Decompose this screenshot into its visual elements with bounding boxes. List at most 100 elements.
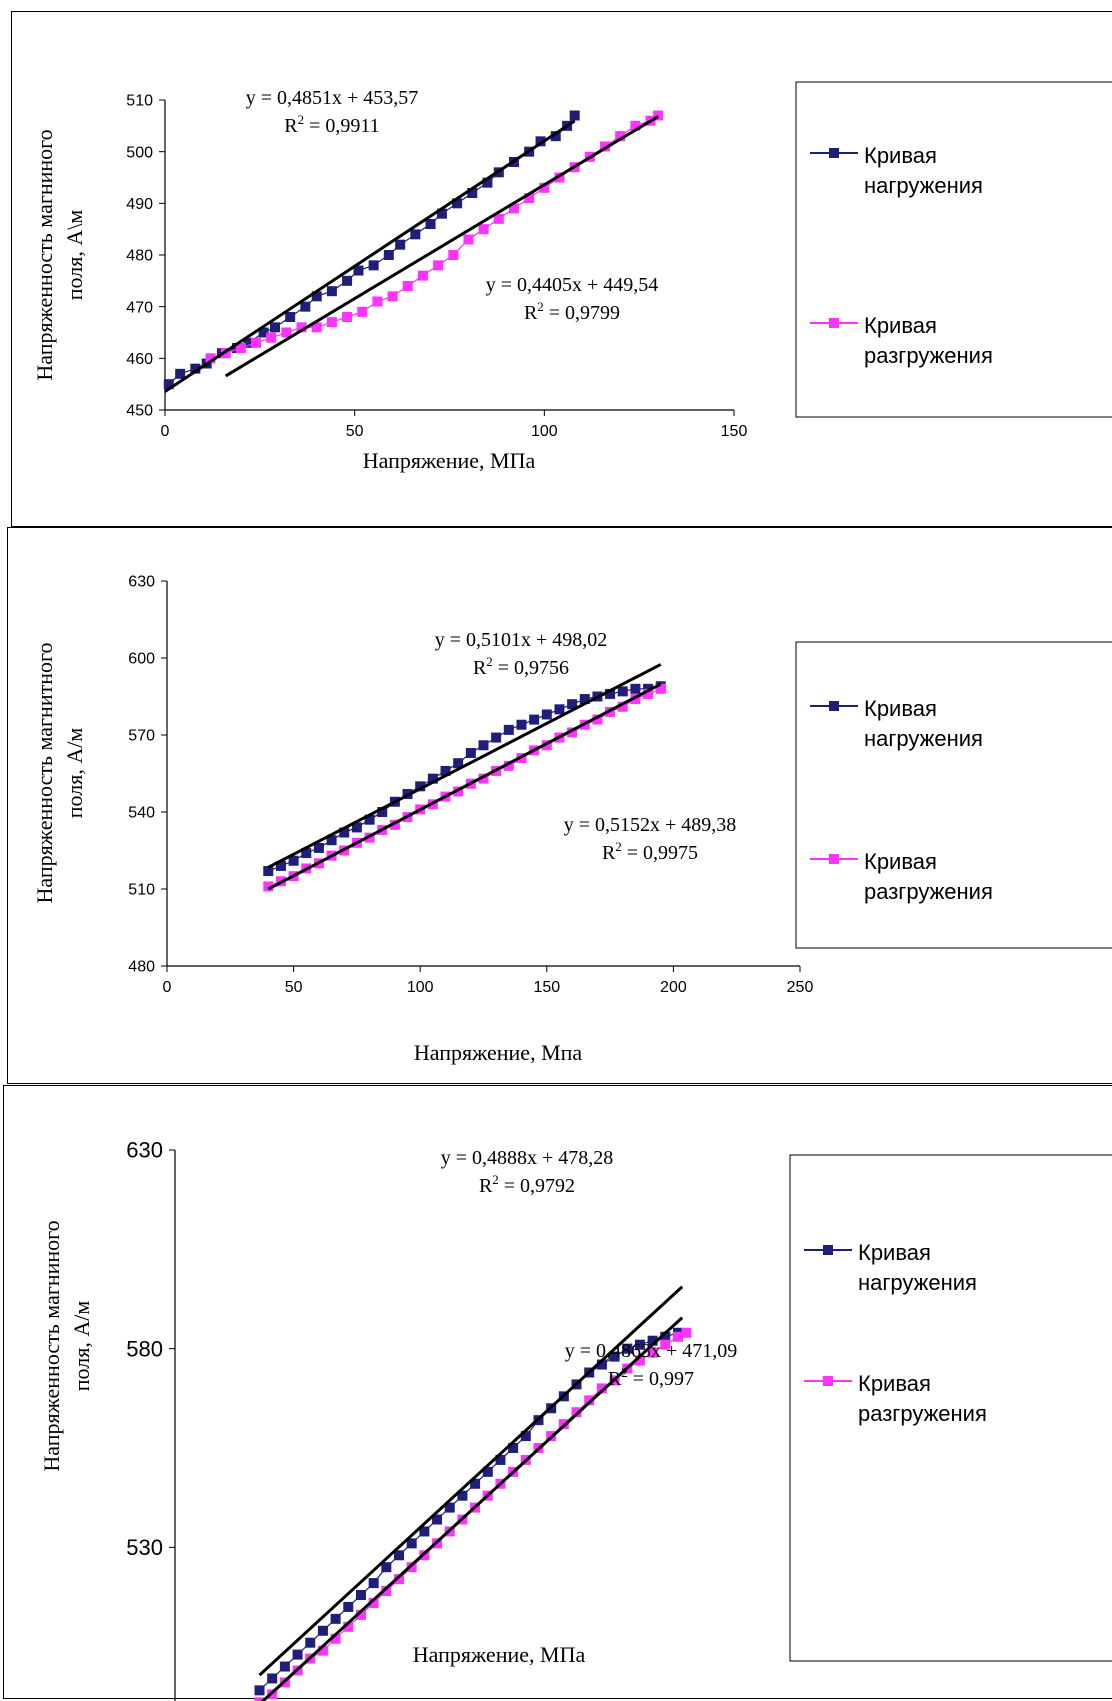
data-point — [251, 337, 262, 348]
data-point — [653, 110, 664, 121]
data-point — [353, 265, 364, 276]
data-point — [615, 131, 626, 142]
data-point — [254, 1697, 265, 1701]
data-point — [381, 1586, 392, 1597]
trendline — [224, 115, 659, 378]
y-tick-label: 600 — [128, 651, 155, 668]
legend-label: Кривая разгружения — [864, 313, 993, 368]
y-tick-label: 580 — [126, 1336, 163, 1361]
y-tick-label: 510 — [128, 882, 155, 899]
data-point — [311, 322, 322, 333]
data-point — [387, 291, 398, 302]
x-tick-label: 100 — [407, 979, 434, 996]
trendline — [164, 119, 576, 393]
data-point — [596, 1383, 607, 1394]
data-point — [436, 208, 447, 219]
data-point — [495, 1454, 506, 1465]
data-point — [342, 275, 353, 286]
data-point — [508, 1443, 519, 1453]
y-tick-label: 480 — [128, 959, 155, 976]
data-point — [467, 188, 478, 198]
chart-panel-2: 480 510 540 570 600 630 0 50 100 150 200 250 Напряже… — [7, 527, 1112, 1084]
data-point — [541, 740, 552, 751]
data-point — [267, 1673, 278, 1684]
chart-panel-3: 4805305806300100200300Напряжение, МПаНап… — [3, 1085, 1112, 1701]
data-point — [313, 842, 324, 853]
legend-label: Кривая разгружения — [864, 849, 993, 904]
data-point — [288, 855, 299, 866]
y-tick-label: 500 — [126, 144, 153, 161]
data-point — [516, 719, 527, 730]
data-point — [330, 1613, 341, 1624]
data-point — [326, 286, 337, 297]
data-point — [584, 1395, 595, 1406]
data-point — [643, 688, 654, 699]
data-point — [417, 270, 428, 281]
data-point — [609, 1351, 620, 1362]
data-point — [243, 337, 254, 348]
data-point — [630, 120, 641, 131]
data-point — [482, 1466, 493, 1477]
data-point — [419, 1526, 430, 1537]
x-axis-label: Напряжение, МПа — [363, 448, 536, 473]
data-point — [300, 301, 311, 312]
data-point — [263, 866, 274, 877]
chart-3-svg: 4805305806300100200300Напряжение, МПаНап… — [39, 1138, 1112, 1701]
data-point — [296, 322, 307, 333]
series-line — [259, 1332, 679, 1691]
data-point — [478, 773, 489, 784]
data-point — [381, 1562, 392, 1573]
data-point — [567, 727, 578, 738]
data-point — [554, 704, 565, 715]
data-point — [634, 1355, 645, 1366]
data-point — [285, 312, 296, 322]
data-point — [647, 1335, 658, 1346]
data-point — [491, 732, 502, 743]
trendline-r2: R2 = 0,9975 — [602, 839, 698, 864]
x-tick-label: 100 — [531, 423, 558, 440]
y-tick-label: 450 — [126, 403, 153, 420]
x-tick-label: 250 — [787, 979, 814, 996]
legend-swatch-marker — [829, 854, 839, 864]
x-tick-label: 50 — [346, 423, 364, 440]
data-point — [660, 1339, 671, 1350]
data-point — [305, 1637, 316, 1648]
data-point — [395, 239, 406, 250]
data-point — [301, 848, 312, 859]
data-point — [175, 368, 186, 379]
trendline-r2-value: = 0,9756 — [493, 657, 569, 679]
series-line — [168, 115, 576, 385]
legend-swatch-marker — [823, 1376, 833, 1386]
data-point — [465, 747, 476, 758]
data-point — [470, 1478, 481, 1489]
y-tick-label: 480 — [126, 248, 153, 265]
chart-2-svg: 480 510 540 570 600 630 0 50 100 150 200 250 Напряже… — [32, 574, 1112, 1065]
x-tick-label: 50 — [285, 979, 303, 996]
y-tick-label: 490 — [126, 196, 153, 213]
data-point — [482, 177, 493, 188]
data-point — [478, 740, 489, 751]
data-point — [448, 250, 459, 260]
data-point — [457, 1490, 468, 1501]
data-point — [672, 1331, 683, 1342]
data-point — [357, 306, 368, 317]
trendline-r2: R2 = 0,9792 — [479, 1172, 575, 1197]
legend-swatch-marker — [829, 701, 839, 711]
data-point — [190, 363, 201, 374]
trendline — [260, 1316, 684, 1701]
trendline-equation: y = 0,4863x + 471,09 — [565, 1340, 738, 1362]
trendline-r2-value: = 0,9792 — [499, 1175, 575, 1197]
x-tick-label: 150 — [533, 979, 560, 996]
data-point — [330, 1633, 341, 1644]
trendline-equation: y = 0,4405x + 449,54 — [486, 274, 659, 296]
y-axis-label-line: поля, А/м — [62, 728, 87, 819]
data-point — [630, 694, 641, 705]
trendline-r2: R2 = 0,997 — [608, 1365, 694, 1390]
trendline-equation: y = 0,5152x + 489,38 — [564, 814, 737, 836]
data-point — [317, 1645, 328, 1656]
data-point — [643, 683, 654, 694]
data-point — [681, 1327, 692, 1338]
data-point — [592, 714, 603, 725]
data-point — [266, 332, 277, 343]
data-point — [550, 131, 561, 142]
